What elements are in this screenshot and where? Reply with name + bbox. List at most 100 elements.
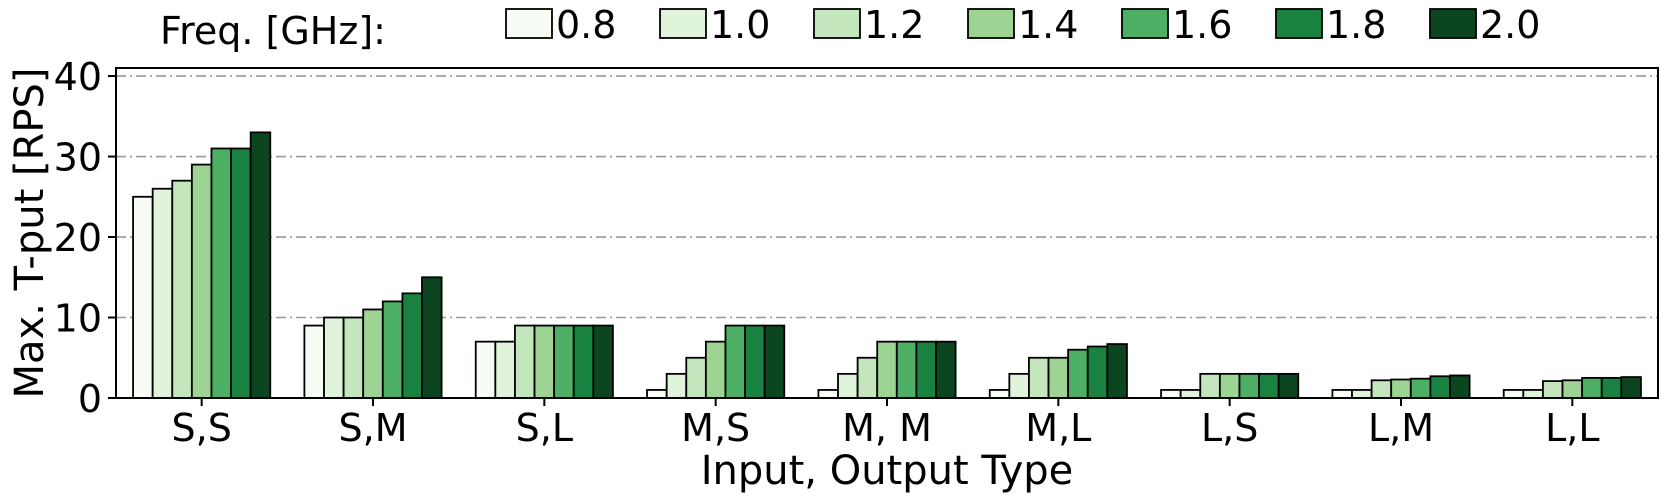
legend-swatch-0_8 — [505, 8, 553, 39]
bar-0_8-4 — [817, 389, 839, 399]
x-axis-title: Input, Output Type — [701, 448, 1074, 494]
bar-0_8-0 — [132, 195, 154, 399]
legend-swatch-1_0 — [659, 8, 707, 39]
bar-1_4-3 — [704, 340, 727, 399]
bar-1_2-0 — [171, 179, 193, 399]
bar-1_8-4 — [915, 340, 937, 399]
y-tick-label: 10 — [54, 297, 102, 341]
bar-1_0-4 — [837, 372, 859, 399]
bar-1_4-6 — [1218, 372, 1241, 399]
bar-2_0-1 — [421, 276, 443, 399]
bars — [132, 131, 1642, 399]
bar-1_6-3 — [724, 324, 746, 399]
bar-1_8-5 — [1086, 345, 1109, 399]
bar-1_6-4 — [895, 340, 918, 399]
x-tick-label: S,S — [172, 406, 232, 450]
x-tick-label: S,L — [516, 406, 573, 450]
bar-2_0-3 — [763, 324, 786, 399]
x-tick-label: M,S — [681, 406, 750, 450]
x-tick-label: L,S — [1201, 406, 1258, 450]
bar-0_8-3 — [646, 389, 668, 399]
bar-1_4-2 — [533, 324, 556, 399]
bar-1_4-0 — [190, 163, 213, 399]
legend-swatch-1_2 — [813, 8, 861, 39]
legend-label-1_2: 1.2 — [864, 3, 924, 47]
y-tick-label: 40 — [54, 55, 102, 99]
bar-2_0-6 — [1277, 372, 1300, 399]
y-axis-title: Max. T-put [RPS] — [7, 68, 53, 399]
legend-label-0_8: 0.8 — [556, 3, 616, 47]
legend: Freq. [GHz]: 0.8 1.0 1.2 1.4 1.6 1.8 2.0 — [160, 3, 1540, 53]
y-axis: 0 10 20 30 40 — [54, 55, 116, 421]
x-tick-label: L,L — [1545, 406, 1599, 450]
bar-1_4-1 — [362, 308, 384, 399]
bar-1_0-8 — [1522, 389, 1544, 399]
bar-2_0-4 — [935, 340, 957, 399]
bar-1_6-2 — [553, 324, 575, 399]
bar-2_0-8 — [1620, 376, 1642, 399]
bar-1_6-8 — [1581, 376, 1603, 399]
bar-2_0-2 — [592, 324, 614, 399]
bar-1_8-6 — [1258, 372, 1280, 399]
x-tick-label: M,L — [1025, 406, 1091, 450]
legend-label-2_0: 2.0 — [1480, 3, 1540, 47]
bar-0_8-7 — [1331, 389, 1353, 399]
bar-1_8-0 — [230, 147, 252, 399]
bar-1_2-5 — [1028, 356, 1050, 399]
bar-1_0-1 — [323, 316, 345, 399]
bar-1_2-2 — [514, 324, 536, 399]
bar-1_4-7 — [1390, 378, 1412, 399]
legend-swatch-1_6 — [1121, 8, 1169, 39]
legend-label-1_8: 1.8 — [1326, 3, 1386, 47]
bar-1_8-3 — [744, 324, 766, 399]
bar-1_6-1 — [381, 300, 404, 399]
legend-title: Freq. [GHz]: — [160, 9, 386, 53]
x-tick-label: M, M — [842, 406, 932, 450]
bar-1_6-5 — [1067, 348, 1089, 399]
y-tick-label: 0 — [78, 377, 102, 421]
y-tick-label: 30 — [54, 136, 102, 180]
bar-1_6-6 — [1238, 372, 1260, 399]
grid-lines — [116, 75, 1658, 319]
bar-1_0-0 — [151, 187, 174, 399]
bar-2_0-7 — [1449, 374, 1471, 399]
bar-1_4-5 — [1047, 356, 1070, 399]
bar-1_2-3 — [685, 356, 707, 399]
bar-1_2-7 — [1370, 379, 1393, 399]
bar-1_0-7 — [1351, 389, 1373, 399]
legend-swatch-1_4 — [967, 8, 1015, 39]
bar-1_6-7 — [1409, 377, 1432, 399]
bar-1_0-3 — [665, 372, 688, 399]
legend-swatch-2_0 — [1429, 8, 1477, 39]
bar-2_0-5 — [1106, 343, 1128, 399]
legend-label-1_0: 1.0 — [710, 3, 770, 47]
bar-0_8-6 — [1160, 389, 1182, 399]
bar-0_8-2 — [474, 340, 497, 399]
bar-1_2-4 — [856, 356, 879, 399]
bar-0_8-8 — [1502, 389, 1525, 399]
bar-1_0-6 — [1179, 389, 1202, 399]
bar-1_8-8 — [1600, 376, 1623, 399]
bar-1_4-4 — [876, 340, 898, 399]
x-axis: S,S S,M S,L M,S M, M M,L L,S L,M L,L — [172, 398, 1600, 450]
bar-1_4-8 — [1561, 379, 1584, 399]
bar-0_8-1 — [303, 324, 325, 399]
bar-1_6-0 — [210, 147, 232, 399]
y-tick-label: 20 — [54, 216, 102, 260]
legend-label-1_4: 1.4 — [1018, 3, 1078, 47]
legend-label-1_6: 1.6 — [1172, 3, 1232, 47]
bar-1_0-2 — [494, 340, 516, 399]
bar-1_8-2 — [572, 324, 595, 399]
legend-swatch-1_8 — [1275, 8, 1323, 39]
bar-1_8-7 — [1429, 375, 1451, 399]
bar-1_2-6 — [1199, 372, 1221, 399]
x-tick-label: S,M — [339, 406, 408, 450]
bar-1_0-5 — [1008, 372, 1030, 399]
bar-1_2-1 — [342, 316, 365, 399]
bar-1_8-1 — [401, 292, 423, 399]
bar-1_2-8 — [1542, 380, 1564, 399]
bar-0_8-5 — [988, 389, 1011, 399]
bar-2_0-0 — [249, 131, 272, 399]
x-tick-label: L,M — [1368, 406, 1434, 450]
